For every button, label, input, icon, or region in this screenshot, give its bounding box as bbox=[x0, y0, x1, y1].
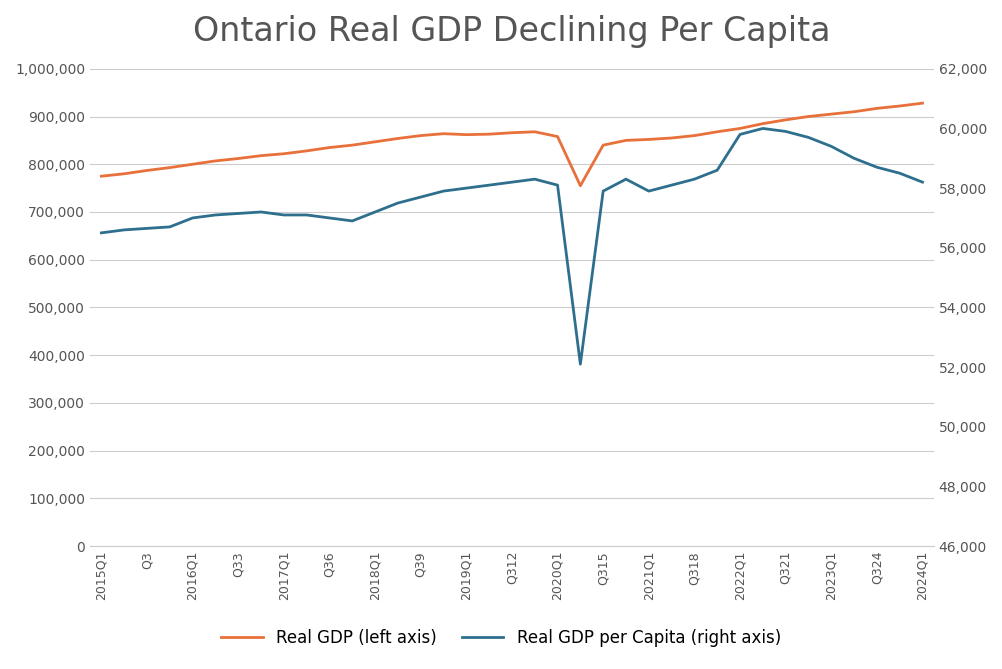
Real GDP (left axis) bbox=[826, 110, 838, 118]
Real GDP (left axis) bbox=[415, 132, 427, 140]
Real GDP per Capita (right axis) bbox=[848, 155, 860, 163]
Real GDP per Capita (right axis) bbox=[392, 199, 404, 207]
Real GDP per Capita (right axis) bbox=[278, 211, 290, 219]
Real GDP (left axis) bbox=[118, 170, 130, 178]
Real GDP (left axis) bbox=[803, 112, 815, 120]
Real GDP per Capita (right axis) bbox=[483, 181, 495, 189]
Real GDP (left axis) bbox=[209, 157, 221, 165]
Line: Real GDP per Capita (right axis): Real GDP per Capita (right axis) bbox=[101, 128, 923, 364]
Real GDP (left axis) bbox=[278, 150, 290, 158]
Real GDP (left axis) bbox=[347, 141, 359, 149]
Real GDP (left axis) bbox=[848, 108, 860, 116]
Real GDP (left axis) bbox=[688, 132, 700, 140]
Real GDP per Capita (right axis) bbox=[529, 175, 541, 183]
Real GDP per Capita (right axis) bbox=[551, 181, 563, 189]
Real GDP per Capita (right axis) bbox=[711, 166, 723, 174]
Real GDP per Capita (right axis) bbox=[803, 133, 815, 141]
Real GDP (left axis) bbox=[141, 167, 153, 175]
Real GDP (left axis) bbox=[871, 104, 883, 112]
Real GDP (left axis) bbox=[597, 141, 609, 149]
Real GDP per Capita (right axis) bbox=[95, 229, 107, 237]
Real GDP (left axis) bbox=[665, 134, 677, 142]
Real GDP per Capita (right axis) bbox=[734, 130, 746, 138]
Real GDP per Capita (right axis) bbox=[665, 181, 677, 189]
Real GDP per Capita (right axis) bbox=[597, 187, 609, 195]
Real GDP per Capita (right axis) bbox=[826, 142, 838, 151]
Real GDP (left axis) bbox=[506, 128, 518, 136]
Real GDP (left axis) bbox=[529, 128, 541, 136]
Real GDP per Capita (right axis) bbox=[894, 169, 906, 177]
Real GDP (left axis) bbox=[711, 128, 723, 136]
Real GDP (left axis) bbox=[324, 144, 336, 152]
Real GDP per Capita (right axis) bbox=[757, 124, 769, 132]
Real GDP per Capita (right axis) bbox=[780, 127, 792, 135]
Real GDP (left axis) bbox=[95, 172, 107, 180]
Real GDP per Capita (right axis) bbox=[118, 226, 130, 234]
Real GDP (left axis) bbox=[483, 130, 495, 138]
Real GDP per Capita (right axis) bbox=[460, 184, 472, 192]
Real GDP (left axis) bbox=[757, 120, 769, 128]
Real GDP (left axis) bbox=[917, 99, 929, 107]
Real GDP per Capita (right axis) bbox=[141, 224, 153, 232]
Real GDP (left axis) bbox=[232, 155, 244, 163]
Real GDP per Capita (right axis) bbox=[232, 209, 244, 217]
Real GDP per Capita (right axis) bbox=[415, 193, 427, 201]
Real GDP per Capita (right axis) bbox=[186, 214, 198, 222]
Real GDP (left axis) bbox=[392, 134, 404, 142]
Real GDP (left axis) bbox=[574, 182, 586, 190]
Real GDP (left axis) bbox=[894, 102, 906, 110]
Real GDP (left axis) bbox=[369, 138, 381, 146]
Real GDP per Capita (right axis) bbox=[620, 175, 632, 183]
Real GDP (left axis) bbox=[620, 136, 632, 145]
Real GDP per Capita (right axis) bbox=[438, 187, 450, 195]
Real GDP per Capita (right axis) bbox=[871, 163, 883, 171]
Real GDP (left axis) bbox=[642, 135, 654, 143]
Real GDP (left axis) bbox=[734, 124, 746, 132]
Real GDP per Capita (right axis) bbox=[209, 211, 221, 219]
Real GDP per Capita (right axis) bbox=[301, 211, 313, 219]
Real GDP (left axis) bbox=[780, 116, 792, 124]
Real GDP per Capita (right axis) bbox=[369, 208, 381, 216]
Real GDP (left axis) bbox=[460, 130, 472, 138]
Real GDP per Capita (right axis) bbox=[688, 175, 700, 183]
Line: Real GDP (left axis): Real GDP (left axis) bbox=[101, 103, 923, 186]
Real GDP (left axis) bbox=[186, 161, 198, 169]
Real GDP (left axis) bbox=[301, 147, 313, 155]
Real GDP per Capita (right axis) bbox=[506, 178, 518, 186]
Real GDP (left axis) bbox=[438, 130, 450, 138]
Title: Ontario Real GDP Declining Per Capita: Ontario Real GDP Declining Per Capita bbox=[193, 15, 831, 48]
Real GDP per Capita (right axis) bbox=[163, 223, 175, 231]
Real GDP per Capita (right axis) bbox=[324, 214, 336, 222]
Real GDP per Capita (right axis) bbox=[574, 360, 586, 368]
Real GDP per Capita (right axis) bbox=[347, 217, 359, 225]
Real GDP per Capita (right axis) bbox=[642, 187, 654, 195]
Real GDP (left axis) bbox=[551, 132, 563, 140]
Real GDP (left axis) bbox=[163, 164, 175, 172]
Real GDP per Capita (right axis) bbox=[256, 208, 268, 216]
Real GDP per Capita (right axis) bbox=[917, 178, 929, 186]
Legend: Real GDP (left axis), Real GDP per Capita (right axis): Real GDP (left axis), Real GDP per Capit… bbox=[214, 623, 788, 654]
Real GDP (left axis) bbox=[256, 152, 268, 160]
